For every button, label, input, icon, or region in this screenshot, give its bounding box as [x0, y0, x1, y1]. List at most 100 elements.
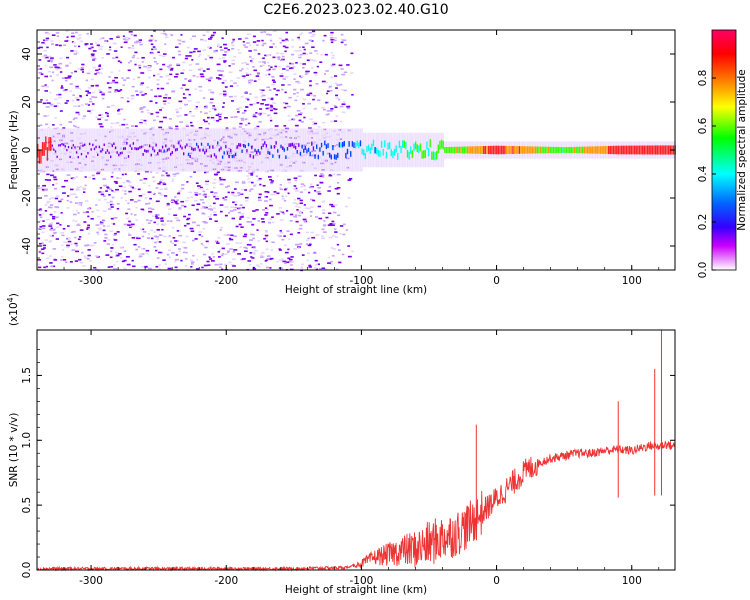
spectrogram-noise-cell	[300, 185, 303, 188]
spectrogram-noise-cell	[131, 85, 135, 88]
spectrogram-noise-cell	[289, 219, 293, 222]
spectrogram-noise-cell	[175, 125, 179, 128]
spectrogram-noise-cell	[78, 258, 82, 261]
spectrogram-noise-cell	[100, 72, 103, 75]
spectrogram-noise-cell	[321, 106, 325, 109]
spectrogram-x-tick-label: 100	[622, 275, 642, 287]
spectrogram-noise-cell	[120, 46, 123, 48]
spectrogram-band-cell	[317, 154, 320, 160]
spectrogram-noise-cell	[338, 261, 342, 264]
spectrogram-noise-cell	[162, 100, 167, 103]
spectrogram-noise-cell	[188, 64, 192, 66]
spectrogram-noise-cell	[236, 84, 239, 87]
spectrogram-noise-cell	[98, 65, 101, 68]
spectrogram-noise-cell	[207, 122, 211, 125]
spectrogram-band-cell	[382, 148, 384, 156]
spectrogram-band-cell	[204, 151, 206, 155]
spectrogram-noise-cell	[49, 103, 54, 106]
spectrogram-noise-cell	[75, 111, 80, 114]
spectrogram-noise-cell	[140, 82, 145, 84]
spectrogram-noise-cell	[77, 105, 81, 107]
spectrogram-band-cell	[244, 144, 247, 149]
spectrogram-noise-cell	[84, 163, 87, 166]
spectrogram-noise-cell	[85, 200, 89, 202]
spectrogram-noise-cell	[293, 177, 298, 180]
spectrogram-noise-cell	[285, 31, 289, 34]
spectrogram-noise-cell	[232, 126, 236, 129]
spectrogram-noise-cell	[221, 57, 226, 59]
spectrogram-noise-cell	[137, 173, 141, 175]
spectrogram-noise-cell	[294, 50, 299, 52]
spectrogram-noise-cell	[79, 229, 84, 231]
spectrogram-noise-cell	[282, 102, 285, 104]
spectrogram-noise-cell	[170, 200, 174, 203]
spectrogram-noise-cell	[50, 222, 53, 224]
spectrogram-noise-cell	[50, 40, 54, 43]
spectrogram-noise-cell	[176, 219, 181, 222]
spectrogram-band-halo	[122, 128, 125, 172]
spectrogram-noise-cell	[128, 234, 132, 236]
spectrogram-noise-cell	[233, 188, 237, 190]
spectrogram-noise-cell	[51, 216, 56, 218]
spectrogram-band-halo	[217, 128, 219, 172]
spectrogram-noise-cell	[152, 176, 155, 179]
spectrogram-noise-cell	[147, 69, 152, 72]
spectrogram-noise-cell	[239, 246, 242, 248]
spectrogram-noise-cell	[229, 248, 234, 250]
spectrogram-noise-cell	[56, 102, 61, 105]
spectrogram-noise-cell	[287, 115, 291, 117]
spectrogram-band-cell	[556, 146, 558, 154]
spectrogram-noise-cell	[102, 210, 107, 212]
spectrogram-noise-cell	[346, 107, 350, 110]
spectrogram-noise-cell	[280, 72, 284, 75]
spectrogram-noise-cell	[102, 97, 105, 100]
spectrogram-noise-cell	[194, 88, 197, 90]
spectrogram-band-cell	[277, 149, 279, 153]
spectrogram-noise-cell	[89, 43, 93, 45]
spectrogram-noise-cell	[111, 222, 115, 225]
spectrogram-noise-cell	[95, 224, 100, 226]
spectrogram-noise-cell	[47, 206, 51, 209]
spectrogram-noise-cell	[218, 74, 223, 76]
spectrogram-noise-cell	[331, 220, 335, 223]
spectrogram-noise-cell	[269, 104, 273, 107]
spectrogram-noise-cell	[210, 144, 214, 147]
spectrogram-band-cell	[170, 152, 172, 156]
spectrogram-noise-cell	[223, 43, 227, 46]
spectrogram-band-cell	[124, 147, 126, 150]
spectrogram-noise-cell	[236, 77, 241, 79]
spectrogram-noise-cell	[139, 91, 143, 94]
spectrogram-noise-cell	[276, 89, 280, 92]
spectrogram-noise-cell	[43, 42, 46, 45]
spectrogram-noise-cell	[331, 57, 335, 59]
spectrogram-noise-cell	[174, 266, 178, 269]
spectrogram-noise-cell	[152, 180, 156, 183]
spectrogram-band-cell	[414, 141, 417, 150]
spectrogram-noise-cell	[118, 185, 123, 188]
spectrogram-noise-cell	[58, 200, 62, 203]
spectrogram-noise-cell	[202, 49, 207, 51]
spectrogram-band-cell	[638, 145, 641, 155]
spectrogram-band-cell	[599, 146, 602, 154]
spectrogram-band-cell	[658, 145, 660, 155]
spectrogram-noise-cell	[249, 252, 253, 254]
spectrogram-noise-cell	[313, 267, 318, 269]
spectrogram-noise-cell	[39, 208, 42, 210]
spectrogram-noise-cell	[347, 105, 351, 108]
spectrogram-noise-cell	[223, 263, 228, 266]
spectrogram-noise-cell	[214, 220, 218, 223]
spectrogram-noise-cell	[44, 39, 49, 42]
spectrogram-noise-cell	[302, 218, 307, 221]
spectrogram-noise-cell	[297, 232, 301, 234]
spectrogram-noise-cell	[211, 253, 214, 255]
spectrogram-noise-cell	[62, 89, 66, 92]
spectrogram-noise-cell	[328, 236, 333, 239]
snr-y-tick-label: 0.0	[21, 562, 33, 579]
spectrogram-band-cell	[544, 146, 547, 154]
spectrogram-noise-cell	[231, 47, 235, 50]
spectrogram-noise-cell	[71, 99, 74, 102]
spectrogram-noise-cell	[254, 96, 259, 99]
spectrogram-noise-cell	[150, 89, 153, 91]
spectrogram-noise-cell	[41, 85, 45, 88]
spectrogram-noise-cell	[138, 194, 143, 197]
